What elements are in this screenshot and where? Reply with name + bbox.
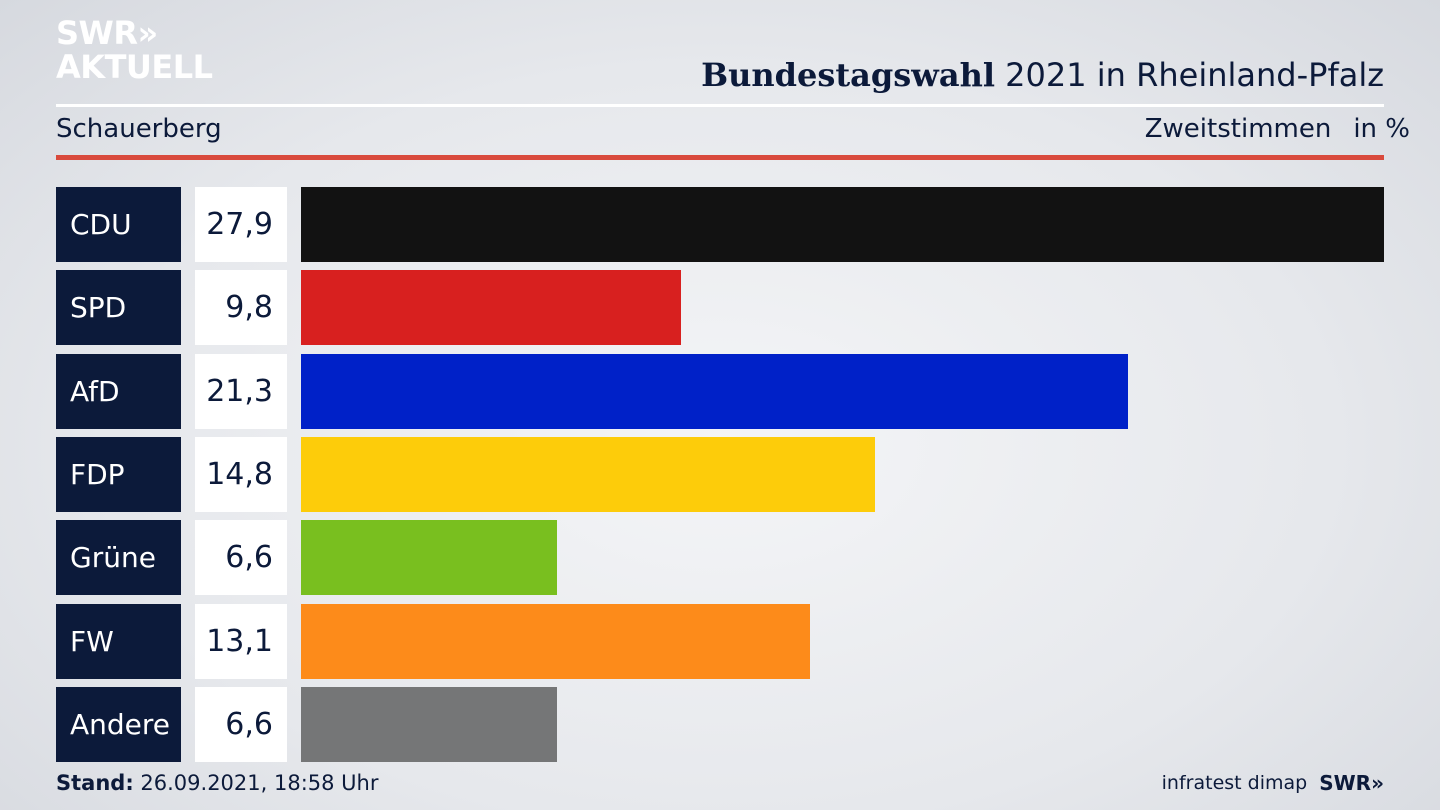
party-label: Grüne <box>56 520 181 595</box>
value-label: 13,1 <box>195 604 287 679</box>
bar <box>301 354 1128 429</box>
header-divider <box>56 104 1384 107</box>
value-label: 6,6 <box>195 687 287 762</box>
bar <box>301 520 557 595</box>
party-label: SPD <box>56 270 181 345</box>
party-label: AfD <box>56 354 181 429</box>
bar <box>301 270 681 345</box>
bar <box>301 687 557 762</box>
title-rest: 2021 in Rheinland-Pfalz <box>995 56 1384 94</box>
location-label: Schauerberg <box>56 114 222 144</box>
value-label: 14,8 <box>195 437 287 512</box>
stand-value: 26.09.2021, 18:58 Uhr <box>133 771 379 795</box>
party-label: FW <box>56 604 181 679</box>
swr-aktuell-logo: SWR» AKTUELL <box>56 16 213 84</box>
bar <box>301 604 810 679</box>
value-label: 9,8 <box>195 270 287 345</box>
title-bold: Bundestagswahl <box>701 56 995 94</box>
measure-name: Zweitstimmen <box>1144 114 1332 144</box>
bar <box>301 187 1384 262</box>
value-label: 21,3 <box>195 354 287 429</box>
logo-line-1: SWR» <box>56 14 158 52</box>
value-label: 6,6 <box>195 520 287 595</box>
party-label: Andere <box>56 687 181 762</box>
party-label: CDU <box>56 187 181 262</box>
accent-divider <box>56 155 1384 160</box>
swr-brand-logo: SWR» <box>1319 771 1384 795</box>
source-credit: infratest dimap SWR» <box>1162 771 1384 795</box>
party-label: FDP <box>56 437 181 512</box>
logo-line-2: AKTUELL <box>56 48 213 86</box>
measure-label: Zweitstimmen in % <box>1145 114 1410 144</box>
stand-label: Stand: <box>56 771 134 795</box>
page-title: Bundestagswahl 2021 in Rheinland-Pfalz <box>701 56 1384 94</box>
unit-label: in % <box>1353 114 1410 144</box>
source-label: infratest dimap <box>1161 772 1308 794</box>
value-label: 27,9 <box>195 187 287 262</box>
bar <box>301 437 875 512</box>
timestamp: Stand: 26.09.2021, 18:58 Uhr <box>56 771 379 795</box>
